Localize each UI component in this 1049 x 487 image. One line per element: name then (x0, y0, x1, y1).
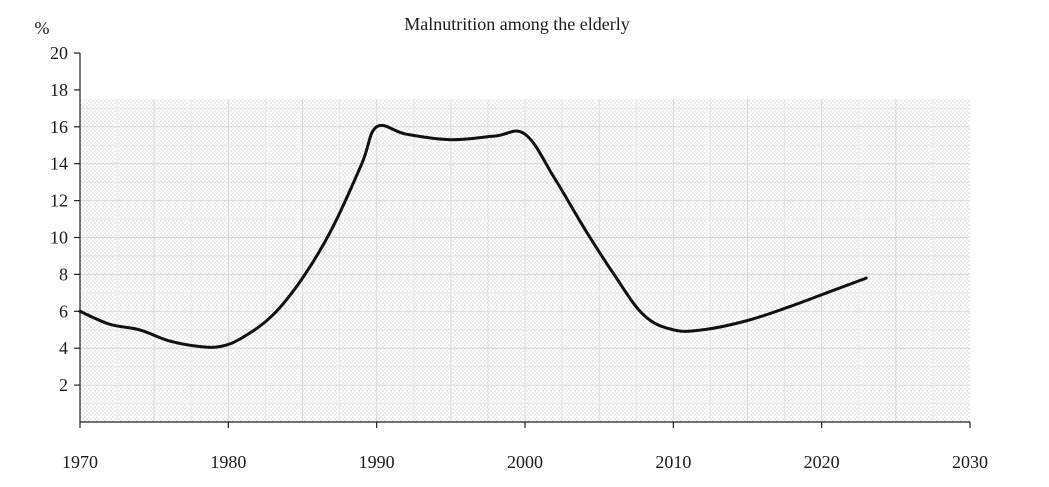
series-layer (78, 123, 868, 349)
y-tick-labels: 2 4 6 8 10 12 14 16 18 20 (50, 43, 80, 395)
y-tick-label: 18 (50, 80, 68, 100)
x-tick-labels: 1970 1980 1990 2000 2010 2020 2030 (62, 422, 988, 472)
x-tick-label: 2030 (952, 452, 988, 472)
x-tick-label: 1970 (62, 452, 98, 472)
x-tick-label: 2020 (804, 452, 840, 472)
x-tick-label: 1990 (359, 452, 395, 472)
x-tick-label: 1980 (210, 452, 246, 472)
y-tick-label: 20 (50, 43, 68, 63)
y-tick-label: 6 (59, 301, 68, 321)
y-tick-label: 16 (50, 117, 68, 137)
x-tick-label: 2010 (655, 452, 691, 472)
x-tick-label: 2000 (507, 452, 543, 472)
y-tick-label: 12 (50, 191, 68, 211)
y-axis-unit-label: % (35, 18, 50, 38)
y-tick-label: 2 (59, 375, 68, 395)
y-tick-label: 10 (50, 228, 68, 248)
chart-title: Malnutrition among the elderly (404, 14, 629, 34)
y-tick-label: 14 (50, 154, 68, 174)
y-tick-label: 8 (59, 264, 68, 284)
series-line (78, 123, 868, 349)
grid-lines (80, 99, 970, 422)
y-tick-label: 4 (59, 338, 68, 358)
